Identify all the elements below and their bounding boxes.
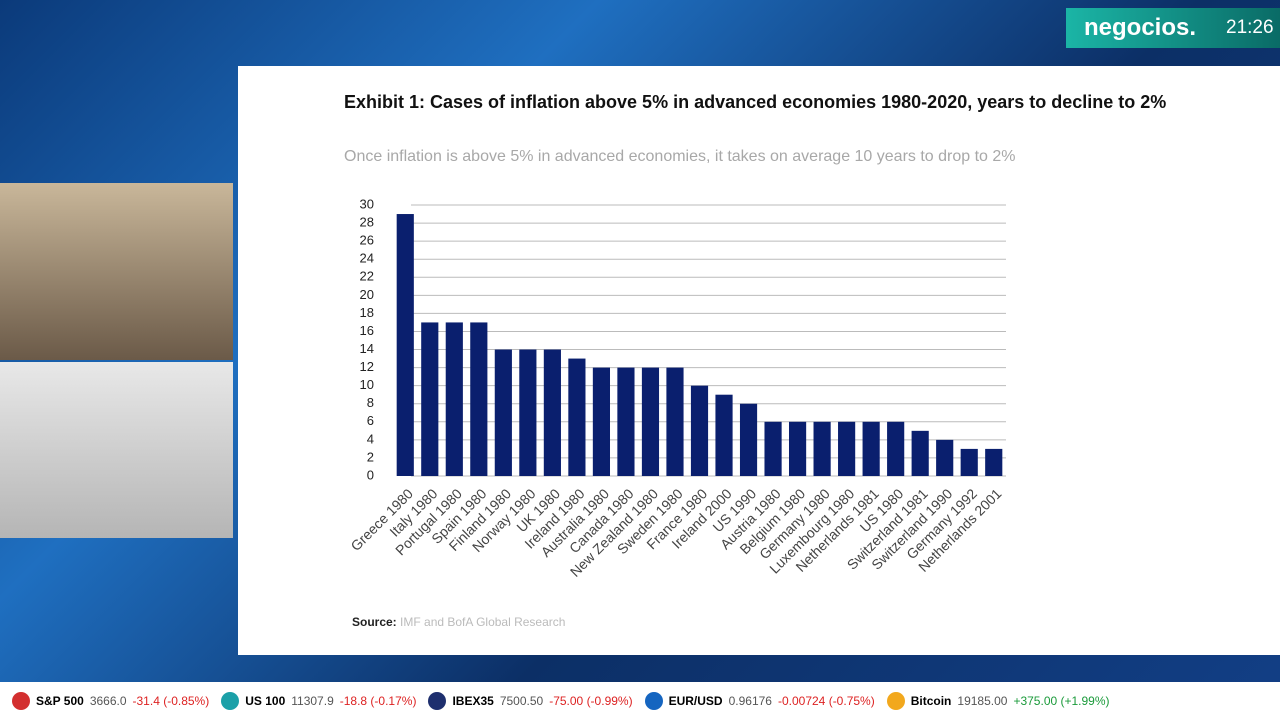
bar (494, 349, 512, 476)
ticker-item: US 100 11307.9 -18.8 (-0.17%) (221, 692, 416, 710)
bar (421, 322, 439, 476)
y-tick-label: 6 (367, 413, 374, 428)
ticker-item: EUR/USD 0.96176 -0.00724 (-0.75%) (644, 692, 875, 710)
ticker-icon (886, 692, 905, 710)
ticker-icon (428, 692, 447, 710)
y-tick-label: 22 (360, 269, 374, 284)
clock: 21:26 (1226, 17, 1274, 38)
chart-subtitle: Once inflation is above 5% in advanced e… (344, 148, 1016, 165)
bar (396, 214, 414, 477)
bar (470, 322, 488, 476)
chart-title: Exhibit 1: Cases of inflation above 5% i… (344, 92, 1167, 112)
y-tick-label: 12 (360, 359, 374, 374)
y-tick-label: 18 (360, 305, 374, 320)
video-panel (0, 362, 233, 538)
y-tick-label: 4 (367, 431, 374, 446)
bar (985, 448, 1003, 476)
ticker-name: IBEX35 (452, 694, 494, 708)
bar (445, 322, 463, 476)
ticker-name: Bitcoin (910, 694, 952, 708)
y-tick-label: 10 (360, 377, 374, 392)
ticker-change: -18.8 (-0.17%) (339, 694, 417, 708)
bar (813, 421, 831, 476)
bar (666, 367, 684, 476)
ticker-value: 11307.9 (291, 694, 334, 708)
ticker-change: -75.00 (-0.99%) (549, 694, 633, 708)
bar (862, 421, 880, 476)
y-tick-label: 2 (367, 449, 374, 464)
bar (887, 421, 905, 476)
bar (764, 421, 782, 476)
ticker-name: US 100 (245, 694, 286, 708)
y-tick-label: 26 (360, 233, 374, 248)
channel-logo: negocios. 21:26 (1066, 8, 1280, 48)
y-tick-label: 14 (360, 341, 374, 356)
logo-text: negocios. (1084, 14, 1197, 41)
source: Source: IMF and BofA Global Research (352, 615, 565, 629)
y-tick-label: 0 (367, 467, 374, 482)
ticker-item: Bitcoin 19185.00 +375.00 (+1.99%) (886, 692, 1110, 710)
y-tick-label: 28 (360, 215, 374, 230)
bar (911, 430, 929, 476)
y-tick-label: 8 (367, 395, 374, 410)
bar (960, 448, 978, 476)
ticker-value: 7500.50 (499, 694, 544, 708)
ticker-name: S&P 500 (36, 694, 84, 708)
bar (568, 358, 586, 476)
bar (543, 349, 561, 476)
y-tick-label: 24 (360, 251, 374, 266)
video-panel (0, 183, 233, 360)
ticker: S&P 500 3666.0 -31.4 (-0.85%) US 100 11307.9… (0, 682, 1280, 720)
ticker-change: +375.00 (+1.99%) (1013, 694, 1110, 708)
bar (936, 439, 954, 476)
bar (641, 367, 660, 476)
ticker-value: 0.96176 (728, 694, 772, 708)
y-tick-label: 20 (360, 287, 374, 302)
ticker-item: IBEX35 7500.50 -75.00 (-0.99%) (428, 692, 633, 710)
y-tick-label: 30 (360, 196, 374, 211)
ticker-value: 3666.0 (89, 694, 127, 708)
ticker-value: 19185.00 (957, 694, 1008, 708)
ticker-change: -31.4 (-0.85%) (132, 694, 210, 708)
bar (592, 367, 611, 476)
bar (788, 421, 807, 476)
ticker-item: S&P 500 3666.0 -31.4 (-0.85%) (12, 692, 209, 710)
ticker-name: EUR/USD (668, 694, 723, 708)
source-label: Source: (352, 615, 397, 629)
ticker-icon (644, 692, 663, 710)
ticker-change: -0.00724 (-0.75%) (777, 694, 875, 708)
bar (838, 421, 856, 476)
bar (739, 403, 758, 476)
bar (617, 367, 635, 476)
source-text: IMF and BofA Global Research (400, 615, 566, 629)
bar (519, 349, 537, 476)
ticker-icon (12, 692, 30, 710)
y-tick-label: 16 (360, 323, 374, 338)
bar (715, 394, 733, 476)
bar (690, 385, 709, 476)
ticker-icon (221, 692, 240, 710)
